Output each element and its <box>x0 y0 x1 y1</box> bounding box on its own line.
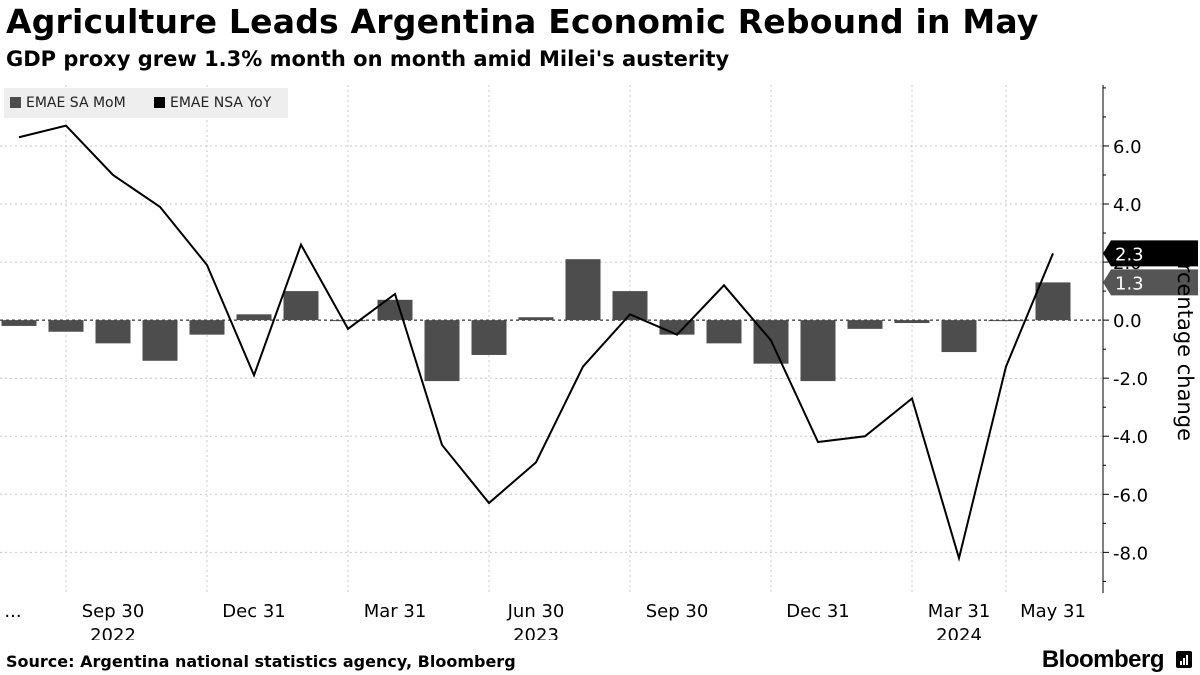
bar <box>95 320 131 344</box>
y-tick-label: -2.0 <box>1113 369 1148 390</box>
y-tick-label: 6.0 <box>1113 137 1142 158</box>
legend-swatch-yoy <box>154 97 165 108</box>
bar <box>48 320 84 332</box>
bar <box>518 317 554 321</box>
bar <box>847 320 883 329</box>
x-tick-label: Dec 31 <box>786 601 849 622</box>
line-yoy <box>18 124 1054 563</box>
bar-series <box>1 259 1071 382</box>
y-tick-label: -6.0 <box>1113 485 1148 506</box>
legend-label-mom: EMAE SA MoM <box>26 95 126 111</box>
bar <box>471 320 507 355</box>
bar <box>706 320 742 344</box>
bar <box>1 320 37 326</box>
bar <box>424 320 460 382</box>
bar <box>1035 282 1071 321</box>
chart-subtitle: GDP proxy grew 1.3% month on month amid … <box>6 47 730 71</box>
y-tick-label: -4.0 <box>1113 427 1148 448</box>
line-series <box>18 124 1054 563</box>
bar <box>377 299 413 321</box>
y-axis: 6.04.02.00.0-2.0-4.0-6.0-8.0 <box>1102 85 1148 593</box>
bar <box>565 259 601 321</box>
legend-swatch-mom <box>10 97 21 108</box>
last-value-mom-tag <box>1103 269 1198 296</box>
x-year-label: 2022 <box>90 625 136 640</box>
legend-item-yoy: EMAE NSA YoY <box>154 95 271 111</box>
bar <box>988 320 1024 322</box>
bar <box>189 320 225 335</box>
x-axis: ... Sep 30 2022 Dec 31 Mar 31 Jun 30 2023 Sep 3… <box>4 601 1086 640</box>
bar <box>330 320 366 322</box>
terminal-icon <box>1176 651 1192 668</box>
last-value-labels: 2.31.3 <box>1103 240 1198 296</box>
x-tick-label: ... <box>4 601 21 622</box>
y-axis-label: Percentage change <box>1173 238 1197 442</box>
legend-item-mom: EMAE SA MoM <box>10 95 126 111</box>
x-year-label: 2024 <box>936 625 982 640</box>
y-tick-label: 4.0 <box>1113 195 1142 216</box>
chart-area: 6.04.02.00.0-2.0-4.0-6.0-8.0 ...Sep 3020… <box>0 85 1198 640</box>
y-tick-label: -8.0 <box>1113 543 1148 564</box>
bar <box>800 320 836 382</box>
x-tick-label: Jun 30 <box>507 601 565 622</box>
x-tick-label: Mar 31 <box>364 601 427 622</box>
legend-label-yoy: EMAE NSA YoY <box>170 95 272 111</box>
source-note: Source: Argentina national statistics ag… <box>6 652 516 671</box>
bar <box>283 291 319 321</box>
legend: EMAE SA MoM EMAE NSA YoY <box>4 88 288 118</box>
bar <box>236 314 272 321</box>
bar <box>142 320 178 361</box>
last-value-mom-label: 1.3 <box>1115 273 1144 294</box>
x-tick-label: Dec 31 <box>222 601 285 622</box>
last-value-yoy-tag <box>1103 240 1198 267</box>
chart-title: Agriculture Leads Argentina Economic Reb… <box>6 2 1039 41</box>
last-value-yoy-label: 2.3 <box>1115 244 1144 265</box>
x-tick-label: May 31 <box>1020 601 1086 622</box>
bar <box>941 320 977 353</box>
y-tick-label: 0.0 <box>1113 311 1142 332</box>
x-year-label: 2023 <box>513 625 559 640</box>
bar <box>894 320 930 324</box>
x-tick-label: Mar 31 <box>928 601 991 622</box>
bloomberg-logo: Bloomberg <box>1041 646 1165 673</box>
x-tick-label: Sep 30 <box>646 601 709 622</box>
x-tick-label: Sep 30 <box>82 601 145 622</box>
